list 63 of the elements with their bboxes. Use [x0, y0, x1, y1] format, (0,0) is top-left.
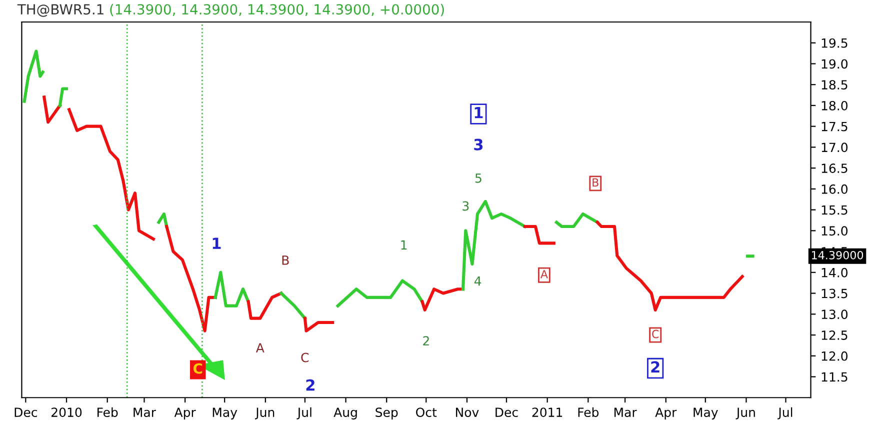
annotation: 1 [474, 107, 483, 118]
annotation: B [282, 256, 289, 265]
annotation: 1 [212, 238, 221, 249]
annotation: 5 [475, 174, 482, 183]
annotation: B [592, 178, 598, 186]
x-tick-label: Jun [736, 408, 755, 420]
y-tick-label: 17.5 [822, 122, 848, 132]
line-series [461, 200, 526, 291]
annotation: 2 [306, 379, 314, 391]
x-tick-label: Jun [255, 408, 274, 420]
x-tick-label: Apr [174, 408, 196, 420]
line-series [596, 220, 744, 312]
chart-subtitle: (14.3900, 14.3900, 14.3900, 14.3900, +0.0000) [110, 4, 444, 16]
line-series [214, 270, 250, 308]
x-tick-label: Apr [655, 408, 677, 420]
annotation: 2 [651, 361, 660, 373]
line-series [68, 108, 155, 241]
line-series [22, 50, 44, 103]
x-tick-label: Dec [496, 408, 518, 418]
x-tick-label: Oct [416, 408, 437, 418]
annotation: 4 [474, 276, 482, 286]
x-tick-label: Feb [98, 407, 118, 418]
annotation: 1 [401, 240, 407, 250]
chart-title: TH@BWR5.1 [17, 4, 104, 17]
y-tick-label: 15.0 [822, 226, 848, 236]
x-tick-label: Mar [134, 408, 156, 418]
x-tick-label: 2011 [532, 408, 562, 418]
y-tick-label: 17.0 [822, 142, 848, 152]
x-tick-label: May [212, 408, 238, 420]
line-series [336, 279, 424, 308]
line-series [246, 292, 283, 320]
y-tick-label: 12.5 [822, 330, 848, 340]
y-tick-label: 19.0 [822, 59, 848, 69]
x-tick-label: Dec [14, 408, 37, 418]
x-tick-label: Mar [614, 408, 637, 418]
x-tick-label: Feb [578, 407, 599, 418]
y-tick-label: 16.0 [822, 184, 848, 194]
annotation: C [652, 330, 659, 338]
y-tick-label: 11.5 [822, 372, 848, 382]
text: 14.39000 [812, 250, 864, 260]
x-tick-label: Sep [376, 408, 398, 420]
x-tick-label: Aug [334, 408, 357, 420]
x-tick-label: Nov [456, 408, 479, 418]
annotation: 2 [423, 336, 429, 346]
x-tick-label: Jul [778, 407, 792, 420]
annotation: 3 [462, 201, 469, 211]
x-tick-label: 2010 [52, 408, 82, 418]
y-tick-label: 15.5 [822, 205, 848, 215]
y-tick-label: 14.0 [822, 268, 848, 278]
annotation: 3 [474, 138, 483, 150]
annotation: C [193, 363, 202, 374]
y-tick-label: 16.5 [822, 164, 848, 173]
y-tick-label: 13.0 [822, 310, 848, 320]
y-tick-label: 13.5 [822, 288, 848, 298]
y-tick-label: 18.5 [822, 80, 848, 90]
annotation: A [256, 343, 264, 352]
y-tick-label: 19.5 [822, 38, 848, 48]
y-tick-label: 12.0 [822, 351, 848, 361]
y-tick-label: 18.0 [822, 100, 848, 110]
annotation: C [301, 352, 309, 362]
annotation: A [540, 270, 548, 278]
x-tick-label: Jul [296, 407, 312, 420]
x-tick-label: May [694, 408, 718, 420]
